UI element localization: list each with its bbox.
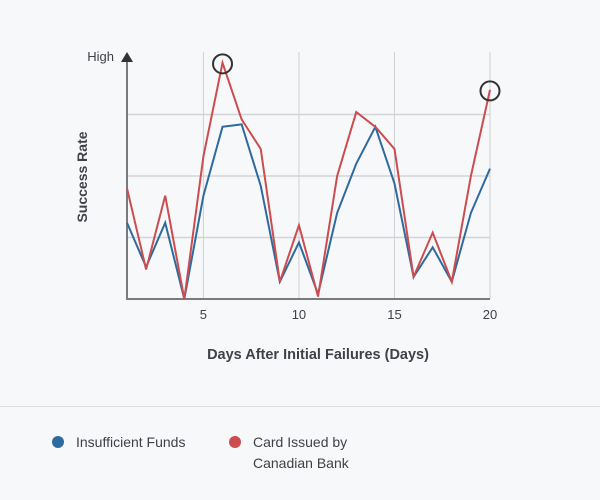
legend-item-insufficient-funds: Insufficient Funds	[52, 432, 185, 453]
legend-dot-red-icon	[229, 436, 241, 448]
legend-label: Card Issued by Canadian Bank	[253, 434, 349, 471]
y-axis-top-label: High	[87, 49, 114, 64]
annotation-circles	[212, 53, 501, 102]
x-tick-label: 5	[199, 307, 208, 322]
x-tick-label: 20	[482, 307, 498, 322]
legend-item-canadian-bank: Card Issued by Canadian Bank	[229, 432, 349, 474]
x-axis-title: Days After Initial Failures (Days)	[207, 347, 429, 363]
y-axis-title: Success Rate	[74, 131, 90, 223]
x-tick-label: 10	[291, 307, 307, 322]
legend-dot-blue-icon	[52, 436, 64, 448]
series-lines	[126, 59, 491, 300]
axes	[121, 52, 490, 300]
legend-divider	[0, 406, 600, 407]
x-tick-label: 15	[387, 307, 402, 322]
legend-label: Insufficient Funds	[76, 434, 186, 450]
